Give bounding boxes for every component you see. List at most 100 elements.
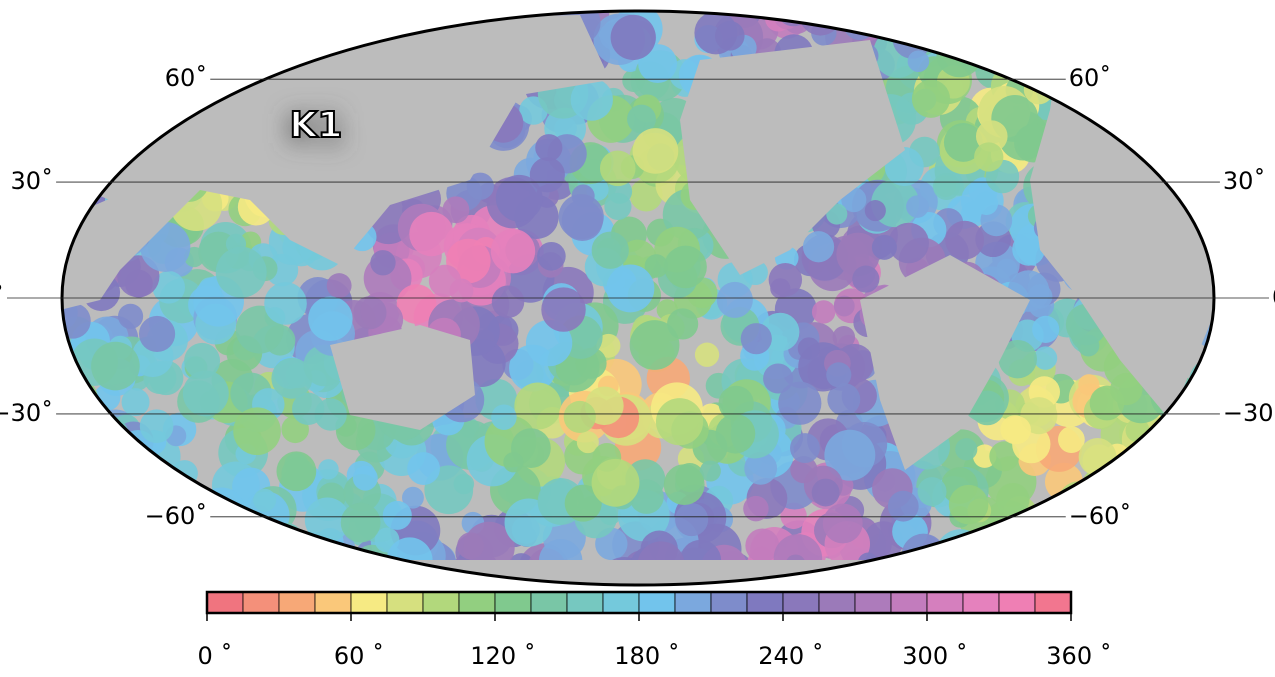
latitude-label-left: −60˚ [145, 502, 208, 530]
colorbar-segment [495, 592, 531, 613]
phase-blob [1128, 515, 1157, 544]
phase-blob [58, 115, 110, 167]
phase-blob [1155, 516, 1191, 552]
phase-blob [106, 452, 132, 478]
phase-blob [170, 20, 200, 50]
phase-blob [812, 300, 835, 323]
phase-blob [934, 548, 973, 587]
phase-blob [541, 287, 585, 331]
phase-blob [1130, 450, 1172, 492]
phase-blob [1163, 39, 1199, 75]
phase-blob [281, 555, 315, 589]
phase-blob [630, 320, 680, 370]
phase-blob [1090, 31, 1121, 62]
phase-blob [160, 528, 202, 570]
phase-blob [91, 342, 140, 391]
phase-blob [106, 518, 132, 544]
phase-blob [353, 296, 386, 329]
colorbar-segment [711, 592, 747, 613]
phase-blob [949, 485, 988, 524]
phase-blob [974, 547, 1005, 578]
colorbar-segment [891, 592, 927, 613]
phase-blob [188, 552, 222, 586]
phase-blob [160, 35, 185, 60]
phase-blob [450, 279, 474, 303]
phase-blob [1003, 416, 1031, 444]
phase-field [39, 0, 1235, 610]
phase-blob [1145, 0, 1168, 22]
colorbar-segment [315, 592, 351, 613]
phase-blob [1186, 77, 1227, 118]
phase-blob [297, 551, 333, 587]
phase-blob [1124, 575, 1146, 597]
phase-blob [1028, 514, 1066, 552]
phase-blob [176, 21, 196, 41]
phase-blob [606, 264, 654, 312]
phase-blob [51, 76, 72, 97]
phase-blob [823, 503, 863, 543]
phase-blob [633, 128, 679, 174]
phase-blob [276, 11, 312, 47]
phase-blob [770, 278, 790, 298]
phase-blob [55, 303, 91, 339]
phase-blob [124, 11, 152, 39]
phase-blob [1169, 45, 1202, 78]
phase-blob [1178, 19, 1205, 46]
colorbar-tick-label: 60 ˚ [334, 642, 384, 670]
phase-blob [99, 435, 142, 478]
phase-blob [503, 452, 523, 472]
colorbar-segment [207, 592, 243, 613]
phase-blob [239, 539, 275, 575]
colorbar-segment [747, 592, 783, 613]
phase-blob [216, 247, 267, 298]
phase-blob [906, 195, 929, 218]
phase-blob [695, 343, 719, 367]
phase-blob [942, 546, 968, 572]
phase-blob [1165, 119, 1185, 139]
phase-blob [1200, 447, 1221, 468]
phase-blob [852, 266, 879, 293]
phase-blob [1203, 125, 1228, 150]
phase-blob [1154, 56, 1195, 97]
phase-blob [1004, 47, 1038, 81]
phase-blob [956, 531, 999, 574]
phase-blob [1103, 562, 1138, 597]
phase-blob [778, 382, 821, 425]
phase-blob [53, 118, 87, 152]
colorbar-segment [783, 592, 819, 613]
phase-blob [292, 393, 324, 425]
phase-blob [1063, 23, 1095, 55]
phase-blob [56, 389, 89, 422]
phase-blob [142, 536, 183, 577]
phase-blob [492, 285, 525, 318]
phase-blob [1137, 500, 1166, 529]
phase-blob [834, 296, 855, 317]
phase-blob [247, 31, 272, 56]
latitude-label-left: −30˚ [0, 399, 53, 427]
phase-blob [184, 343, 220, 379]
phase-blob [1156, 41, 1177, 62]
phase-blob [957, 8, 986, 37]
phase-blob [292, 543, 340, 591]
phase-blob [1112, 460, 1148, 496]
colorbar-tick-label: 360 ˚ [1046, 642, 1111, 670]
phase-blob [1033, 540, 1057, 564]
phase-blob [1156, 40, 1200, 84]
phase-blob [1153, 29, 1175, 51]
phase-blob [982, 39, 1011, 68]
phase-blob [54, 466, 99, 511]
phase-blob [70, 565, 109, 604]
phase-blob [715, 21, 745, 51]
phase-blob [977, 535, 1004, 562]
phase-blob [90, 108, 112, 130]
phase-blob [1172, 475, 1222, 525]
phase-blob [901, 534, 945, 578]
phase-blob [1092, 560, 1136, 604]
phase-blob [89, 39, 122, 72]
phase-blob [71, 25, 112, 66]
phase-blob [384, 0, 418, 27]
phase-blob [383, 501, 412, 530]
phase-blob [1112, 537, 1148, 573]
phase-blob [491, 404, 517, 430]
phase-blob [47, 531, 74, 558]
